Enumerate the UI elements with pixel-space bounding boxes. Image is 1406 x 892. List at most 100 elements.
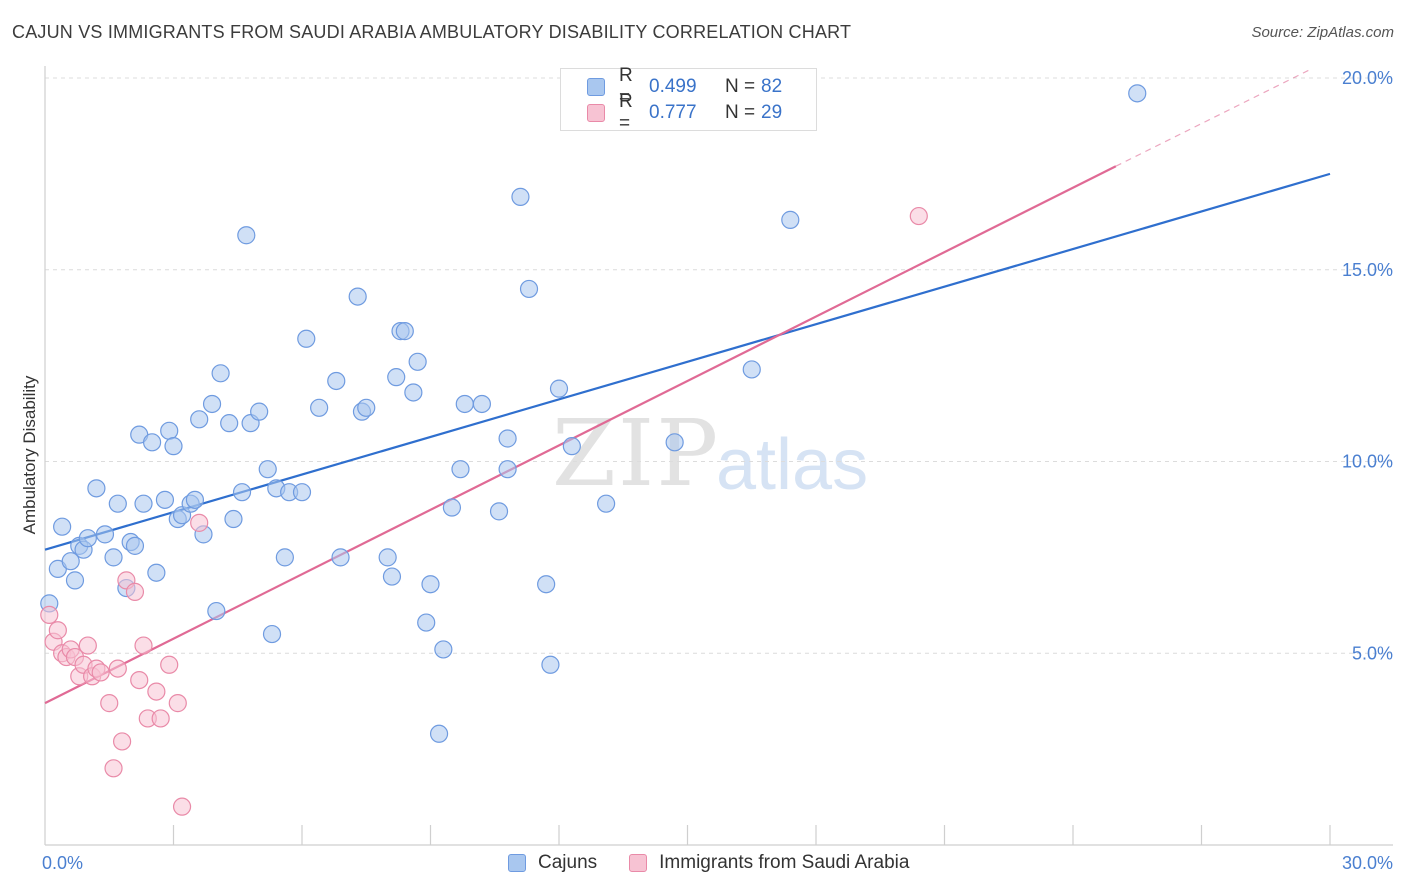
cajun-point [125,536,145,555]
cajun-point [190,410,209,429]
cajun-point [220,414,239,433]
saudi-point [108,659,127,678]
cajun-point [442,498,462,517]
cajun-point [429,724,449,743]
y-axis-label: Ambulatory Disability [20,375,39,534]
cajun-point [108,494,127,513]
cajun-point [65,571,85,590]
cajun-point [185,490,205,509]
cajun-point [549,379,569,398]
n-value: 29 [761,102,783,123]
cajun-point [434,640,453,659]
data-points [40,84,1147,816]
saudi-swatch [587,104,605,122]
cajun-point [489,502,509,521]
cajun-point [455,394,474,414]
cajun-point [408,352,427,371]
legend-item-saudi[interactable]: Immigrants from Saudi Arabia [629,852,909,874]
saudi-point [168,694,187,713]
cajun-point [250,402,269,421]
cajuns-swatch [587,78,605,96]
cajun-point [202,394,222,414]
source-label: Source: ZipAtlas.com [1251,24,1394,41]
r-label: R = [619,65,633,108]
x-tick-label: 0.0% [42,853,83,873]
legend-row-saudi: R = 0.777 N = 29 [587,91,783,134]
cajun-point [1128,84,1147,103]
y-tick-label: 5.0% [1352,643,1393,663]
y-tick-label: 20.0% [1342,68,1393,88]
cajun-point [382,567,402,586]
cajun-point [472,394,491,414]
cajun-point [331,548,350,567]
cajun-point [562,437,581,456]
saudi-trend-extension [1115,69,1309,167]
x-tick-label: 30.0% [1342,853,1393,873]
cajun-point [207,601,226,621]
saudi-point [48,621,67,640]
chart-title: CAJUN VS IMMIGRANTS FROM SAUDI ARABIA AM… [12,22,852,42]
cajun-point [498,460,517,479]
cajun-point [537,575,556,594]
cajun-point [597,494,616,513]
cajun-point [292,483,312,502]
cajun-point [541,655,560,674]
cajun-point [665,433,684,452]
cajuns-swatch [508,854,526,872]
cajun-point [224,509,243,529]
cajun-point [258,460,277,479]
cajun-point [147,563,166,582]
cajun-point [275,548,294,567]
saudi-point [147,682,166,701]
saudi-trend-line [44,165,1117,705]
legend-label: Immigrants from Saudi Arabia [659,852,910,873]
saudi-point [104,759,123,778]
cajun-trend-line [44,172,1331,551]
cajun-point [327,371,346,391]
r-value: 0.499 [649,76,697,97]
cajun-point [378,548,397,567]
watermark-zip: ZIP [552,400,721,507]
cajun-point [134,494,153,513]
n-label: N = [725,102,756,123]
n-label: N = [725,76,756,97]
cajun-point [155,490,175,509]
saudi-point [91,663,110,682]
cajun-point [211,364,230,383]
cajun-point [164,437,183,456]
cajun-point [404,383,423,402]
saudi-point [134,636,153,655]
saudi-point [190,513,209,532]
cajun-point [742,360,761,379]
axis-labels: 5.0% 10.0% 15.0% 20.0% 0.0% 30.0% Ambulatory D… [20,68,1393,873]
saudi-point [909,206,928,226]
legend-item-cajuns[interactable]: Cajuns [508,852,597,874]
stats-legend: R = 0.499 N = 82 R = 0.777 N = 29 [560,65,817,134]
cajun-point [511,187,530,206]
n-value: 82 [761,76,783,97]
saudi-point [100,694,119,713]
axes [44,66,1393,846]
watermark-atlas: atlas [716,425,869,505]
cajun-point [95,525,115,544]
saudi-point [112,732,132,751]
r-label: R = [619,91,633,134]
cajun-point [421,575,440,594]
saudi-point [160,655,179,674]
y-tick-label: 15.0% [1342,260,1393,280]
trend-lines [44,69,1331,705]
cajun-point [53,517,72,536]
cajun-point [348,287,367,306]
saudi-point [125,582,145,601]
cajun-point [262,624,282,644]
cajun-point [417,613,436,632]
cajun-point [237,226,256,245]
cajun-point [297,329,316,348]
cajun-point [142,433,162,452]
legend-label: Cajuns [538,852,598,873]
series-legend: Cajuns Immigrants from Saudi Arabia [508,852,941,874]
cajun-point [87,479,106,498]
cajun-point [781,210,800,229]
cajun-point [498,429,517,448]
